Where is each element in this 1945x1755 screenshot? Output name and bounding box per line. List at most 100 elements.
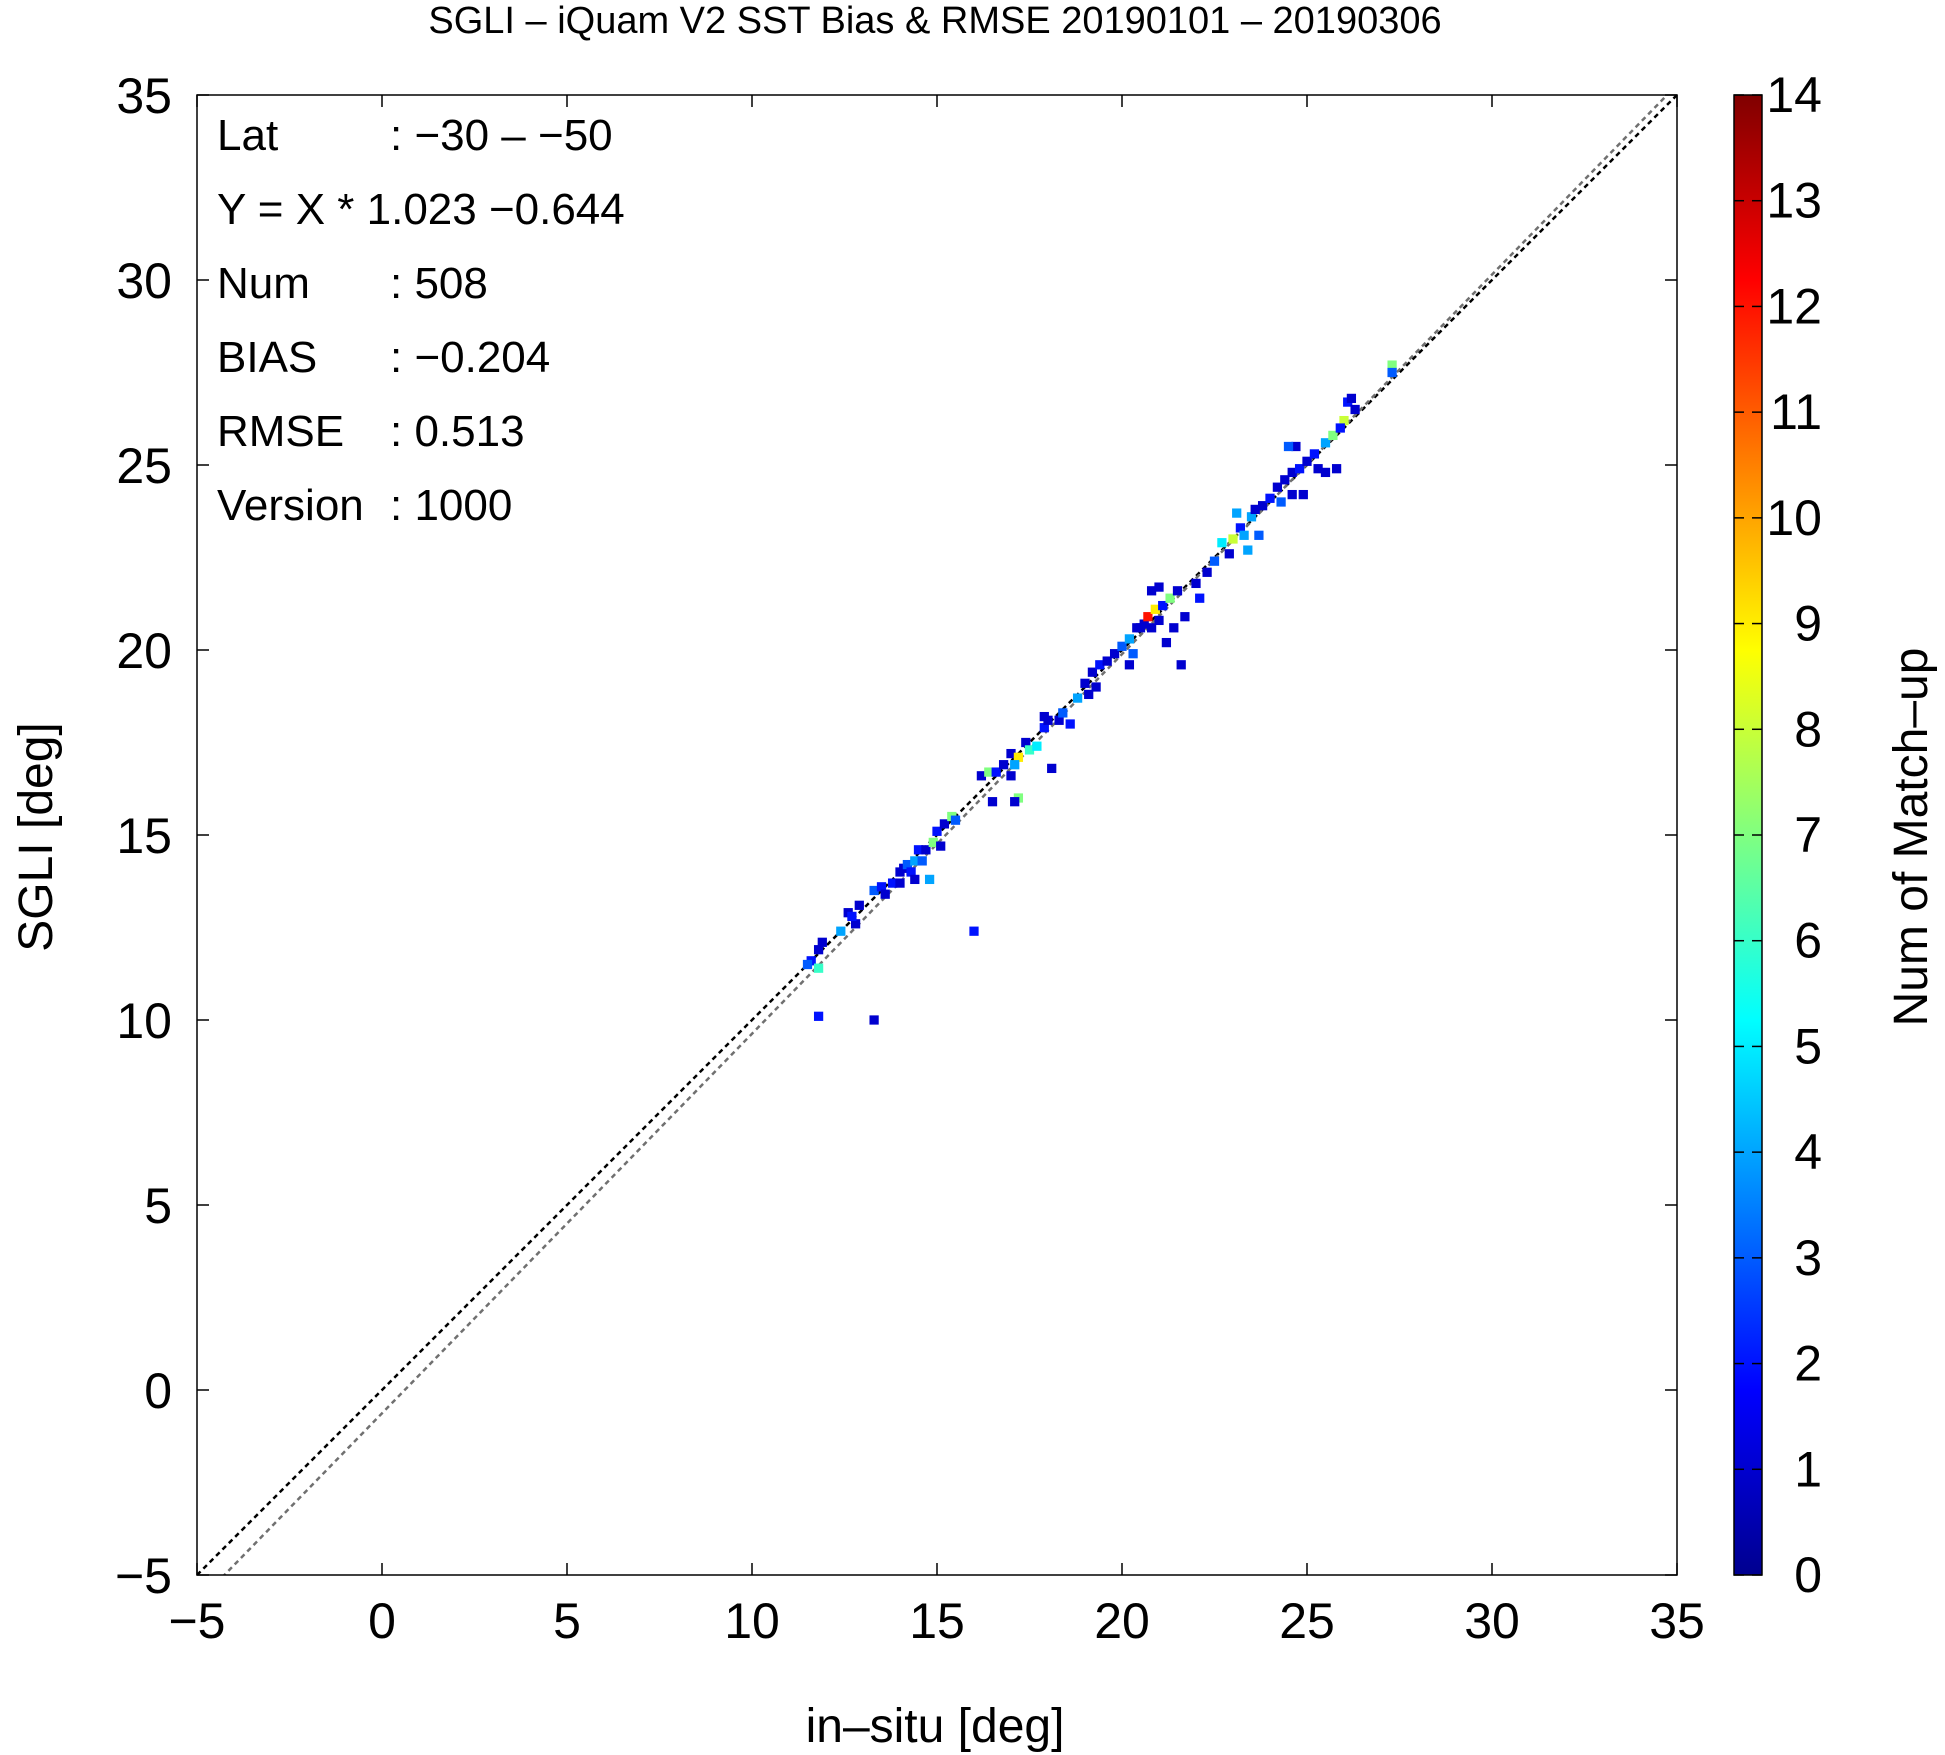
density-cell <box>1058 708 1068 718</box>
density-cell <box>895 878 905 888</box>
density-cell <box>1287 467 1297 478</box>
x-tick-label: 5 <box>553 1593 581 1649</box>
density-cell <box>1246 512 1257 522</box>
density-cell <box>1047 763 1057 774</box>
density-cell <box>1298 489 1308 500</box>
density-cell <box>1243 545 1253 555</box>
density-cell <box>1276 497 1286 507</box>
density-cell <box>876 882 887 892</box>
stat-label-version: Version <box>217 481 364 530</box>
density-cell <box>1084 689 1094 700</box>
density-cell <box>1335 423 1345 433</box>
density-cell <box>1054 715 1064 725</box>
density-cell <box>1235 523 1246 533</box>
density-cell <box>1287 489 1297 500</box>
density-cell <box>910 856 920 866</box>
density-cell <box>1346 393 1357 404</box>
stat-value-rmse: : 0.513 <box>390 407 525 456</box>
x-tick-label: 25 <box>1279 1593 1335 1649</box>
density-cell <box>924 874 935 885</box>
density-cell <box>1254 530 1264 540</box>
x-tick-label: 20 <box>1094 1593 1150 1649</box>
x-tick-label: 30 <box>1464 1593 1520 1649</box>
density-cell <box>987 797 998 807</box>
colorbar-tick-label: 2 <box>1794 1336 1822 1392</box>
density-cell <box>1080 678 1090 688</box>
stats-box: Lat : −30 – −50 Y = X * 1.023 −0.644 Num… <box>217 111 625 530</box>
density-cell <box>913 845 924 855</box>
density-cell <box>1228 534 1238 544</box>
density-cell <box>910 874 920 885</box>
density-cell <box>1280 475 1290 485</box>
density-cell <box>917 856 927 866</box>
density-cell <box>1146 586 1157 596</box>
x-tick-label: −5 <box>168 1593 225 1649</box>
density-cell <box>932 826 942 836</box>
density-cell <box>1257 501 1268 511</box>
density-cell <box>1128 649 1138 659</box>
density-cell <box>902 859 913 870</box>
y-tick-label: 20 <box>116 623 172 679</box>
density-cell <box>813 1011 824 1021</box>
density-cell <box>1224 549 1234 559</box>
density-cell <box>906 867 916 877</box>
density-cell <box>1169 623 1179 633</box>
y-axis-label: SGLI [deg] <box>10 722 63 951</box>
density-cell <box>802 959 813 970</box>
density-cell <box>1161 637 1172 648</box>
colorbar-tick-label: 12 <box>1766 278 1822 334</box>
density-cell <box>1039 723 1049 733</box>
density-cell <box>1024 745 1035 755</box>
colorbar-tick-label: 4 <box>1794 1124 1822 1180</box>
chart-title: SGLI – iQuam V2 SST Bias & RMSE 20190101… <box>428 0 1441 42</box>
density-cell <box>850 919 861 929</box>
density-cell <box>1320 467 1331 478</box>
colorbar-tick-label: 14 <box>1766 67 1822 123</box>
colorbar-tick-label: 3 <box>1794 1230 1822 1286</box>
density-cell <box>1202 567 1212 577</box>
density-cell <box>1328 430 1338 441</box>
density-cell <box>1109 649 1120 659</box>
density-cell <box>1072 693 1083 703</box>
stat-label-rmse: RMSE <box>217 407 344 456</box>
density-cell <box>1165 593 1175 603</box>
density-cell <box>1087 667 1098 677</box>
density-cell <box>1195 593 1205 603</box>
density-cell <box>1291 441 1301 452</box>
density-cell <box>976 771 987 781</box>
density-cell <box>1302 456 1312 466</box>
y-axis: −5 0 5 10 15 20 25 30 35 <box>115 68 1677 1604</box>
colorbar-tick-label: 11 <box>1770 384 1822 440</box>
density-cell <box>1146 623 1157 633</box>
density-cell <box>1387 367 1397 378</box>
colorbar-tick-label: 6 <box>1794 913 1822 969</box>
density-cell <box>1320 438 1331 448</box>
x-tick-label: 0 <box>368 1593 396 1649</box>
colorbar-label: Num of Match–up <box>1885 648 1938 1027</box>
density-cell <box>1039 711 1049 722</box>
x-tick-label: 15 <box>909 1593 965 1649</box>
density-cell <box>1006 771 1016 781</box>
y-tick-label: 35 <box>116 68 172 124</box>
stat-label-lat: Lat <box>217 111 278 160</box>
x-tick-label: 35 <box>1649 1593 1705 1649</box>
density-cell <box>1021 737 1031 748</box>
stat-label-num: Num <box>217 259 310 308</box>
density-cell <box>991 767 1001 777</box>
density-cell <box>813 945 824 955</box>
density-cell <box>1032 741 1042 751</box>
density-cell <box>950 815 961 825</box>
y-tick-label: 5 <box>144 1178 172 1234</box>
density-cell <box>984 767 994 777</box>
stat-value-num: : 508 <box>390 259 488 308</box>
y-tick-label: 0 <box>144 1363 172 1419</box>
density-cell <box>880 889 890 899</box>
x-axis: −5 0 5 10 15 20 25 30 35 <box>168 95 1705 1649</box>
density-cell <box>887 878 898 888</box>
density-cell <box>1065 719 1075 729</box>
density-cell <box>1309 449 1320 459</box>
density-cell <box>1013 752 1024 762</box>
stat-value-lat: : −30 – −50 <box>390 111 613 160</box>
